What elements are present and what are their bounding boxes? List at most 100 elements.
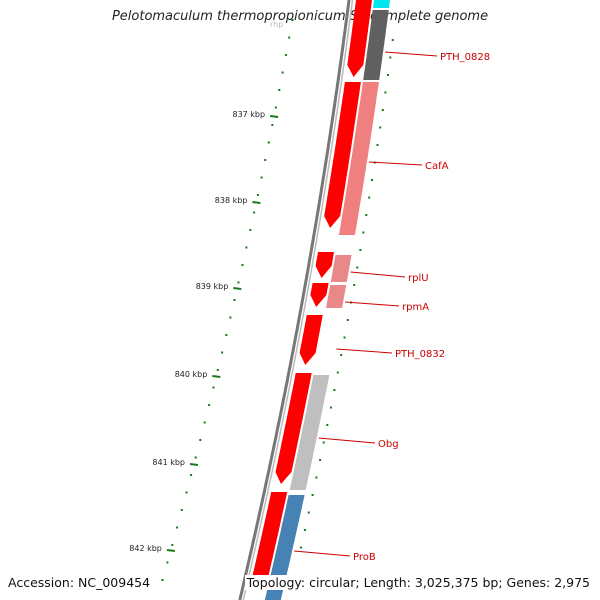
outer-dot (381, 109, 384, 111)
cds-arrow (315, 252, 334, 278)
scale-dot (180, 509, 183, 511)
gene-feature (373, 0, 390, 8)
outer-dot (368, 196, 371, 199)
gene-feature (338, 82, 379, 235)
kbp-label: 842 kbp (129, 544, 162, 553)
gene-features (264, 0, 390, 600)
outer-dot (336, 371, 339, 374)
gene-label: PTH_0828 (440, 52, 490, 63)
kbp-tick (233, 287, 242, 290)
leader-line (368, 161, 423, 166)
cds-arrow (275, 373, 312, 484)
leader-line (294, 550, 351, 557)
outer-dot (379, 126, 382, 129)
map-title: Pelotomaculum thermopropionicum SI, comp… (111, 9, 489, 24)
scale-dot (288, 36, 291, 39)
scale-dot (229, 316, 232, 319)
scale-dot (194, 456, 197, 459)
outer-dot (311, 494, 314, 496)
leader-line (385, 51, 438, 57)
scale-dot (249, 229, 252, 231)
outer-tick-dots (299, 39, 394, 549)
outer-dot (391, 39, 394, 41)
kbp-label: 838 kbp (215, 196, 248, 205)
kbp-scale: 837 kbp 838 kbp 839 kbp 840 kbp 841 kbp 842 k… (129, 20, 283, 553)
backbone-line (238, 0, 351, 600)
outer-dot (326, 424, 329, 426)
outer-dot (322, 441, 325, 444)
gene-feature (289, 375, 330, 490)
kbp-tick (189, 463, 199, 466)
scale-dot (271, 124, 274, 126)
scale-dot (208, 404, 211, 406)
gene-label: ProB (353, 552, 376, 563)
leader-line (345, 301, 400, 307)
cds-arrow (251, 492, 288, 590)
topology-text: Topology: circular; Length: 3,025,375 bp… (244, 575, 592, 590)
backbone-line (242, 0, 354, 600)
leader-line (350, 271, 406, 278)
scale-dot (253, 211, 256, 214)
minor-tick-dots (161, 19, 294, 581)
outer-dot (365, 214, 368, 216)
outer-dot (329, 406, 332, 409)
scale-dot (256, 194, 259, 196)
outer-dot (319, 459, 322, 461)
outer-dot (356, 266, 359, 269)
scale-dot (281, 71, 284, 74)
outer-dot (359, 249, 362, 251)
gene-feature (264, 495, 305, 600)
scale-dot (185, 491, 188, 494)
outer-dot (384, 91, 387, 94)
kbp-tick (212, 375, 221, 378)
gene-label: Obg (378, 439, 399, 450)
scale-dot (225, 334, 228, 336)
outer-dot (353, 284, 356, 286)
outer-dot (346, 319, 349, 321)
gene-label: CafA (425, 161, 449, 172)
outer-dot (333, 389, 336, 391)
outer-dot (371, 179, 373, 181)
scale-dot (203, 421, 206, 424)
scale-dot (233, 299, 236, 301)
gene-label: rpmA (402, 302, 429, 313)
outer-dot (386, 74, 389, 76)
scale-dot (264, 159, 267, 161)
scale-dot (245, 246, 248, 249)
cds-arrow (299, 315, 323, 365)
kbp-label: 837 kbp (232, 110, 265, 119)
kbp-tick (252, 201, 261, 204)
scale-dot (221, 351, 224, 354)
scale-dot (260, 176, 263, 179)
outer-dot (389, 56, 392, 59)
cds-arrow (347, 0, 372, 77)
outer-dot (340, 354, 343, 356)
genome-backbone (238, 0, 354, 600)
leader-line (336, 348, 393, 354)
outer-dot (376, 144, 379, 146)
gene-feature (330, 255, 352, 282)
scale-dot (278, 89, 281, 91)
scale-dot (216, 369, 219, 371)
kbp-label: 839 kbp (196, 282, 229, 291)
kbp-tick (166, 549, 176, 552)
scale-dot (171, 544, 174, 546)
scale-dot (237, 281, 240, 284)
kbp-label: 840 kbp (175, 370, 208, 379)
scale-dot (199, 439, 202, 441)
kbp-tick (269, 115, 279, 118)
partial-label: rhp (270, 20, 283, 29)
gene-feature (363, 10, 389, 80)
gene-label: rplU (408, 273, 429, 284)
gene-label: PTH_0832 (395, 349, 445, 360)
kbp-label: 841 kbp (152, 458, 185, 467)
scale-dot (212, 386, 215, 389)
outer-dot (343, 336, 346, 339)
gene-labels: PTH_0828 CafA rplU rpmA PTH_0832 Obg ProB (294, 51, 490, 563)
scale-dot (241, 264, 244, 266)
cds-features (251, 0, 372, 590)
scale-dot (166, 561, 169, 564)
outer-dot (303, 529, 306, 531)
leader-line (318, 437, 376, 444)
scale-dot (190, 474, 193, 476)
